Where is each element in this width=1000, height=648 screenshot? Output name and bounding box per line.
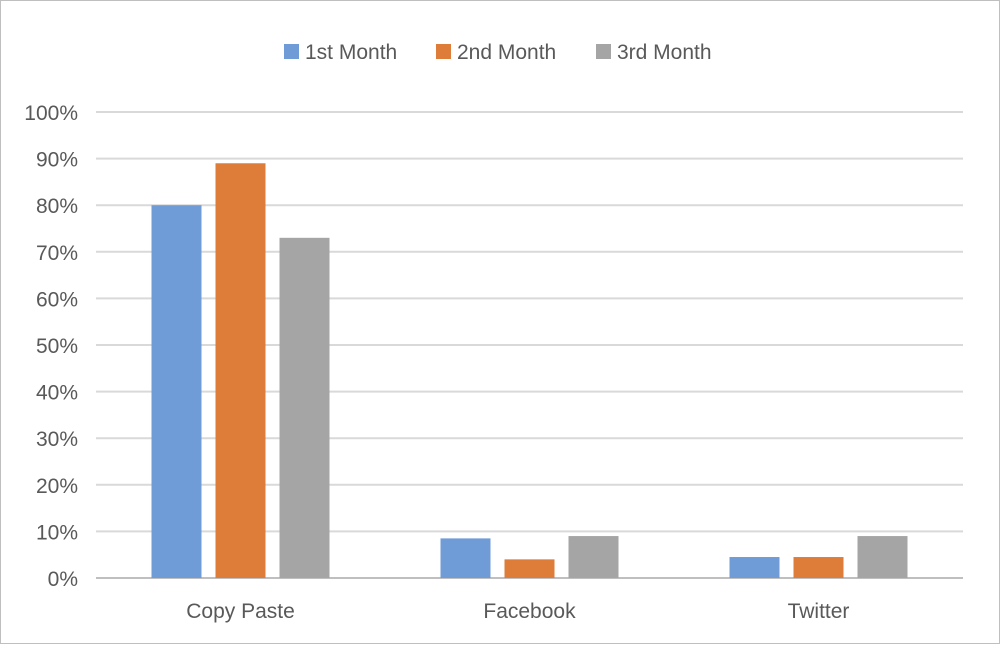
- x-axis-tick-labels: Copy Paste Facebook Twitter: [186, 600, 849, 623]
- y-tick-label: 40%: [36, 382, 78, 405]
- legend-label: 3rd Month: [617, 41, 712, 64]
- bar-3rd-month-copy-paste: [279, 237, 330, 578]
- y-tick-label: 30%: [36, 428, 78, 451]
- legend-swatch: [596, 44, 611, 59]
- bar-3rd-month-twitter: [857, 536, 908, 578]
- bar-2nd-month-copy-paste: [215, 163, 266, 578]
- bar-1st-month-twitter: [729, 557, 780, 578]
- y-tick-label: 0%: [48, 568, 78, 591]
- y-tick-label: 10%: [36, 521, 78, 544]
- legend-label: 2nd Month: [457, 41, 556, 64]
- y-axis-tick-labels: 0% 10% 20% 30% 40% 50% 60% 70% 80% 90% 100%: [24, 102, 78, 591]
- bar-2nd-month-twitter: [793, 557, 844, 578]
- legend-swatch: [436, 44, 451, 59]
- y-tick-label: 100%: [24, 102, 78, 125]
- bars: [151, 163, 908, 578]
- bar-2nd-month-facebook: [504, 559, 555, 578]
- x-tick-label: Twitter: [788, 600, 850, 623]
- legend: 1st Month 2nd Month 3rd Month: [284, 41, 712, 64]
- bar-1st-month-copy-paste: [151, 205, 202, 578]
- y-tick-label: 90%: [36, 149, 78, 172]
- legend-swatch: [284, 44, 299, 59]
- y-tick-label: 60%: [36, 288, 78, 311]
- x-tick-label: Copy Paste: [186, 600, 295, 623]
- bar-1st-month-facebook: [440, 538, 491, 578]
- y-tick-label: 50%: [36, 335, 78, 358]
- bar-3rd-month-facebook: [568, 536, 619, 578]
- x-tick-label: Facebook: [483, 600, 576, 623]
- y-tick-label: 70%: [36, 242, 78, 265]
- y-tick-label: 80%: [36, 195, 78, 218]
- y-tick-label: 20%: [36, 475, 78, 498]
- legend-label: 1st Month: [305, 41, 397, 64]
